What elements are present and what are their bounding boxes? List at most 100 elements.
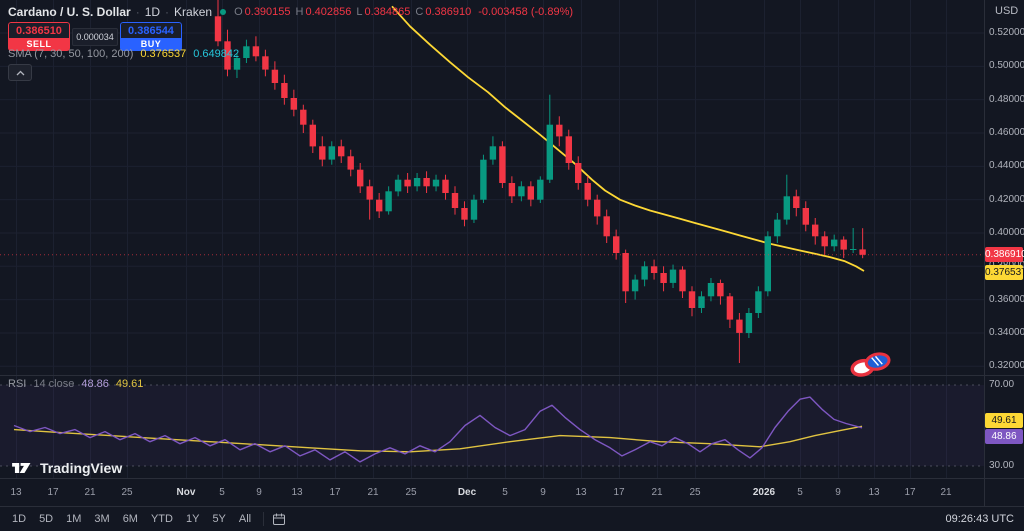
- candle-up: [698, 296, 705, 308]
- time-axis-label: 21: [940, 487, 952, 498]
- candle-down: [527, 186, 534, 200]
- close-label: C: [415, 6, 424, 18]
- open-label: O: [234, 6, 243, 18]
- tradingview-watermark[interactable]: TradingView: [10, 460, 122, 476]
- chart-sticker-icon[interactable]: [848, 350, 894, 378]
- calendar-icon: [273, 513, 286, 525]
- range-button-3m[interactable]: 3M: [88, 511, 115, 527]
- sell-label: SELL: [8, 38, 70, 51]
- buy-price: 0.386544: [120, 22, 182, 38]
- candle-down: [347, 156, 354, 170]
- candle-down: [376, 199, 383, 212]
- candle-down: [726, 296, 734, 320]
- time-axis-label: 2026: [752, 487, 776, 498]
- time-axis-label: 5: [797, 487, 803, 498]
- candle-down: [252, 46, 260, 57]
- exchange-label[interactable]: Kraken: [174, 5, 213, 19]
- time-axis-label: 5: [219, 487, 225, 498]
- sell-button[interactable]: 0.386510 SELL: [8, 22, 70, 51]
- time-axis-label: 21: [651, 487, 663, 498]
- candle-up: [385, 191, 392, 212]
- range-button-6m[interactable]: 6M: [117, 511, 144, 527]
- go-to-date-button[interactable]: [270, 510, 288, 528]
- candle-up: [328, 146, 335, 160]
- close-value: 0.386910: [425, 6, 472, 18]
- candle-down: [281, 83, 288, 98]
- candle-down: [717, 283, 724, 297]
- candle-down: [793, 196, 800, 208]
- chevron-up-icon: [16, 70, 24, 75]
- low-value: 0.384865: [364, 6, 411, 18]
- open-value: 0.390155: [244, 6, 291, 18]
- candle-down: [461, 208, 468, 220]
- candle-down: [622, 253, 629, 292]
- candle-down: [262, 56, 269, 70]
- rsi-value-badge: 48.86: [985, 429, 1023, 444]
- candle-down: [404, 179, 411, 187]
- range-button-1d[interactable]: 1D: [6, 511, 32, 527]
- time-axis-label: 13: [10, 487, 22, 498]
- range-button-5d[interactable]: 5D: [33, 511, 59, 527]
- time-axis-label: 17: [329, 487, 341, 498]
- candle-up: [233, 58, 241, 70]
- candle-up: [764, 236, 771, 292]
- sma-value-badge: 0.376537: [985, 264, 1024, 280]
- range-button-5y[interactable]: 5Y: [206, 511, 231, 527]
- candle-down: [338, 146, 345, 157]
- sell-price: 0.386510: [8, 22, 70, 38]
- rsi-indicator-legend[interactable]: RSI 14 close 48.86 49.61: [8, 378, 143, 390]
- candle-down: [603, 216, 610, 237]
- candle-down: [224, 41, 231, 70]
- candle-up: [745, 313, 753, 333]
- high-label: H: [295, 6, 304, 18]
- candle-down: [736, 319, 743, 333]
- rsi-line: [13, 396, 863, 463]
- candle-down: [499, 146, 506, 183]
- candle-up: [243, 46, 250, 58]
- sma-indicator-legend[interactable]: SMA (7, 30, 50, 100, 200) 0.376537 0.649…: [8, 48, 239, 60]
- symbol-title[interactable]: Cardano / U. S. Dollar: [8, 5, 131, 19]
- candle-down: [366, 186, 373, 200]
- toolbar-divider: [263, 512, 265, 526]
- time-axis-label: 21: [367, 487, 379, 498]
- candle-up: [537, 179, 544, 200]
- interval-label[interactable]: 1D: [144, 5, 161, 19]
- candle-up: [480, 159, 487, 200]
- candle-up: [641, 266, 648, 280]
- time-axis-label: 5: [502, 487, 508, 498]
- range-button-1y[interactable]: 1Y: [180, 511, 205, 527]
- time-axis-label: 9: [835, 487, 841, 498]
- candle-up: [774, 219, 781, 237]
- range-button-1m[interactable]: 1M: [60, 511, 87, 527]
- rsi-params: 14 close: [33, 378, 75, 390]
- tradingview-logo-icon: [12, 463, 31, 473]
- candle-down: [650, 266, 658, 273]
- candle-down: [565, 136, 572, 163]
- candle-down: [556, 124, 563, 137]
- candle-down: [660, 273, 667, 283]
- currency-toggle-button[interactable]: USD: [995, 5, 1019, 17]
- buy-button[interactable]: 0.386544 BUY: [120, 22, 182, 51]
- low-label: L: [356, 6, 363, 18]
- separator-dot: ·: [165, 5, 170, 19]
- candle-up: [831, 239, 838, 247]
- range-button-ytd[interactable]: YTD: [145, 511, 179, 527]
- time-axis[interactable]: 13 17 21 25 Nov 5 9 13 17 21 25 Dec 5 9 13 17 21 25 2026 5 9…: [0, 479, 984, 505]
- candle-down: [812, 224, 819, 237]
- time-axis-label: 25: [689, 487, 701, 498]
- time-axis-label: Nov: [176, 487, 196, 498]
- range-button-all[interactable]: All: [233, 511, 257, 527]
- rsi-axis-label: 70.00: [989, 379, 1015, 390]
- time-axis-label: 13: [575, 487, 587, 498]
- change-value: -0.003458 (-0.89%): [478, 6, 574, 18]
- collapse-pane-button[interactable]: [8, 64, 32, 81]
- clock[interactable]: 09:26:43 UTC: [945, 513, 1014, 525]
